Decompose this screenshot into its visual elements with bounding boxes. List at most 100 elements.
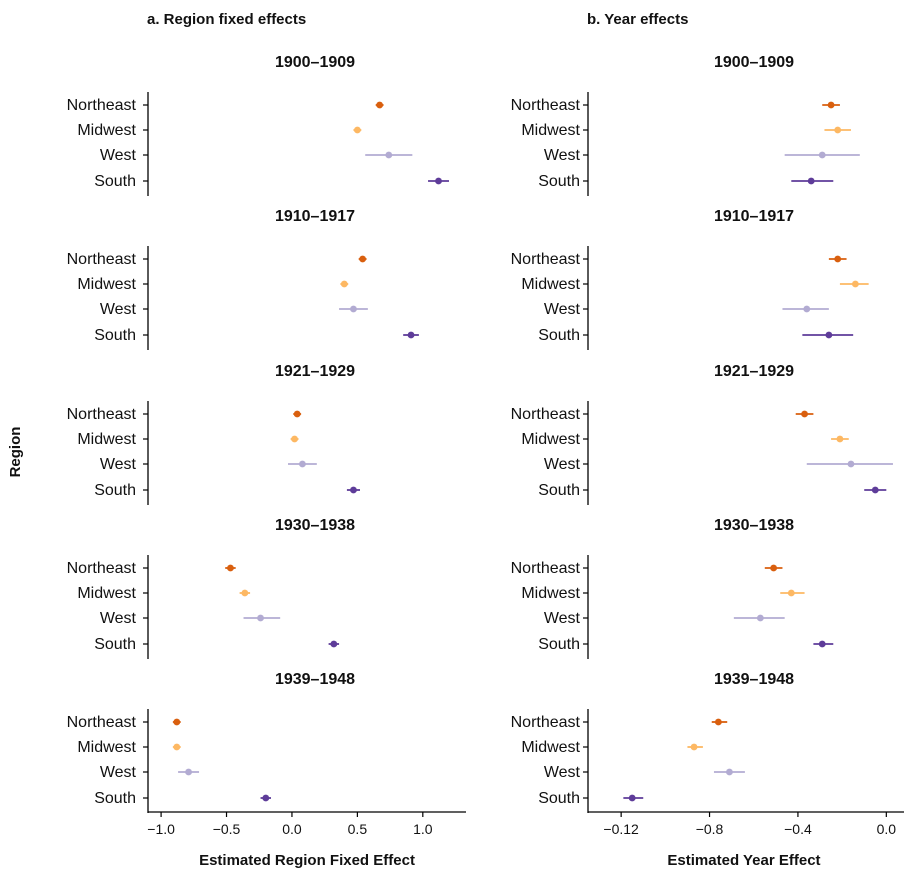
facet-title: 1900–1909 (275, 54, 355, 71)
point-south (818, 640, 826, 648)
facet-title: 1930–1938 (275, 517, 355, 534)
point-northeast (714, 718, 722, 726)
point-midwest (834, 126, 842, 134)
category-label: Northeast (67, 97, 137, 114)
facet-title: 1921–1929 (275, 363, 355, 380)
category-label: Midwest (521, 585, 580, 602)
point-northeast (173, 718, 181, 726)
category-label: Northeast (511, 97, 581, 114)
point-west (385, 151, 393, 159)
category-label: Midwest (521, 122, 580, 139)
point-south (330, 640, 338, 648)
category-label: South (538, 327, 580, 344)
category-label: South (538, 482, 580, 499)
point-south (407, 331, 415, 339)
x-tick-label: 1.0 (413, 821, 433, 837)
point-west (350, 305, 357, 313)
category-label: South (538, 636, 580, 653)
point-midwest (690, 743, 698, 751)
facet-1939–1948: 1939–1948 Northeast Midwest West South (511, 671, 794, 813)
category-label: Midwest (77, 431, 136, 448)
point-south (871, 486, 879, 494)
facet-title: 1939–1948 (714, 671, 794, 688)
facet-1921–1929: 1921–1929 Northeast Midwest West South (511, 363, 893, 505)
point-midwest (291, 435, 298, 443)
x-tick-label: −0.12 (603, 821, 639, 837)
category-label: South (94, 636, 136, 653)
category-label: West (100, 301, 137, 318)
category-label: West (100, 147, 137, 164)
point-west (847, 460, 855, 468)
facet-1900–1909: 1900–1909 Northeast Midwest West South (511, 54, 860, 196)
x-axis-title: Estimated Year Effect (667, 852, 820, 869)
category-label: South (538, 173, 580, 190)
category-label: West (544, 301, 581, 318)
point-south (350, 486, 357, 494)
point-west (818, 151, 826, 159)
point-west (257, 614, 264, 622)
y-axis-title: Region (7, 427, 24, 478)
facet-title: 1939–1948 (275, 671, 355, 688)
panel-title: b. Year effects (587, 11, 688, 28)
point-midwest (241, 589, 249, 597)
point-northeast (834, 255, 842, 263)
facet-title: 1910–1917 (714, 208, 794, 225)
category-label: South (94, 790, 136, 807)
point-west (726, 768, 733, 776)
facet-1910–1917: 1910–1917 Northeast Midwest West South (67, 208, 419, 350)
x-tick-label: 0.0 (282, 821, 302, 837)
point-south (435, 177, 442, 185)
category-label: Northeast (511, 406, 581, 423)
category-label: West (544, 764, 581, 781)
point-northeast (359, 255, 367, 263)
point-midwest (340, 280, 348, 288)
x-axis-title: Estimated Region Fixed Effect (199, 852, 415, 869)
facet-title: 1921–1929 (714, 363, 794, 380)
category-label: West (544, 456, 581, 473)
category-label: Northeast (67, 406, 137, 423)
category-label: West (544, 610, 581, 627)
point-northeast (770, 564, 778, 572)
category-label: Midwest (77, 739, 136, 756)
point-midwest (173, 743, 181, 751)
category-label: Midwest (77, 276, 136, 293)
x-tick-label: −1.0 (147, 821, 175, 837)
facet-title: 1930–1938 (714, 517, 794, 534)
facet-title: 1910–1917 (275, 208, 355, 225)
point-midwest (787, 589, 795, 597)
category-label: Northeast (67, 560, 137, 577)
category-label: Midwest (521, 739, 580, 756)
category-label: South (94, 482, 136, 499)
x-tick-label: −0.8 (696, 821, 724, 837)
category-label: South (94, 327, 136, 344)
point-south (807, 177, 815, 185)
point-west (185, 768, 192, 776)
point-south (628, 794, 636, 802)
category-label: Northeast (511, 560, 581, 577)
point-northeast (293, 410, 301, 418)
category-label: South (538, 790, 580, 807)
point-northeast (227, 564, 234, 572)
point-south (825, 331, 833, 339)
facet-1910–1917: 1910–1917 Northeast Midwest West South (511, 208, 869, 350)
point-midwest (851, 280, 859, 288)
point-northeast (801, 410, 808, 418)
x-tick-label: 0.5 (348, 821, 368, 837)
category-label: Northeast (67, 251, 137, 268)
category-label: Midwest (77, 585, 136, 602)
facet-1921–1929: 1921–1929 Northeast Midwest West South (67, 363, 360, 505)
category-label: Midwest (521, 276, 580, 293)
x-tick-label: −0.5 (213, 821, 241, 837)
facet-1930–1938: 1930–1938 Northeast Midwest West South (511, 517, 834, 659)
point-midwest (353, 126, 361, 134)
category-label: Northeast (511, 251, 581, 268)
facet-1939–1948: 1939–1948 Northeast Midwest West South (67, 671, 355, 813)
category-label: Midwest (521, 431, 580, 448)
facet-1930–1938: 1930–1938 Northeast Midwest West South (67, 517, 355, 659)
category-label: Northeast (511, 714, 581, 731)
category-label: West (100, 456, 137, 473)
panel-region-fixed-effects: a. Region fixed effects Estimated Region… (67, 11, 466, 869)
panel-title: a. Region fixed effects (147, 11, 306, 28)
facet-1900–1909: 1900–1909 Northeast Midwest West South (67, 54, 449, 196)
